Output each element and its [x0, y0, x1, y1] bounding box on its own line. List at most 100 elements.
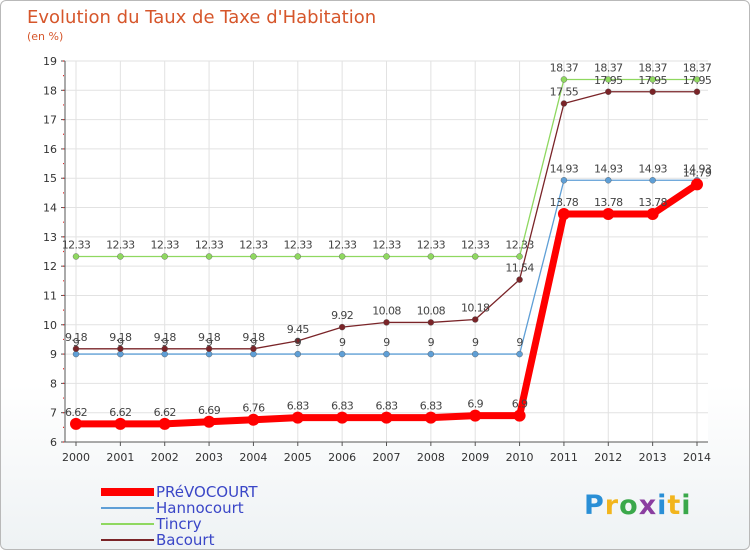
data-label-pr-vocourt: 13.78 [638, 196, 667, 209]
proxiti-logo: Proxiti [584, 490, 692, 521]
data-point-bacourt [649, 88, 656, 95]
y-tick-label: 11 [43, 289, 57, 302]
data-label-pr-vocourt: 6.9 [467, 398, 483, 411]
legend-label: PRéVOCOURT [156, 483, 258, 501]
data-point-bacourt [205, 345, 213, 353]
data-point-pr-vocourt [336, 411, 349, 424]
data-point-pr-vocourt [203, 415, 216, 428]
data-label-hannocourt: 9 [73, 336, 80, 349]
data-point-tincry [117, 253, 124, 260]
data-label-hannocourt: 9 [206, 336, 213, 349]
data-label-hannocourt: 14.93 [683, 162, 712, 175]
data-point-bacourt [516, 276, 523, 283]
data-point-bacourt [161, 345, 168, 353]
x-tick-label: 2004 [239, 451, 267, 464]
chart-subtitle: (en %) [27, 30, 64, 43]
data-label-bacourt: 17.95 [683, 74, 712, 87]
data-label-pr-vocourt: 6.9 [512, 398, 528, 411]
logo-letter: i [657, 490, 668, 521]
legend: PRéVOCOURT Hannocourt Tincry Bacourt [101, 483, 341, 549]
logo-letter: r [604, 490, 620, 521]
y-tick-label: 12 [43, 260, 57, 273]
data-point-hannocourt [294, 350, 301, 358]
data-point-pr-vocourt [513, 409, 526, 422]
y-tick-label: 18 [43, 84, 57, 97]
data-label-hannocourt: 9 [383, 336, 390, 349]
data-label-hannocourt: 9 [472, 336, 479, 349]
data-label-tincry: 12.33 [372, 238, 401, 251]
data-point-tincry [693, 76, 701, 83]
data-label-hannocourt: 9 [339, 336, 346, 349]
data-label-bacourt: 9.18 [65, 331, 88, 344]
logo-letter: x [638, 490, 658, 521]
data-point-pr-vocourt [380, 411, 393, 424]
legend-label: Bacourt [156, 531, 215, 549]
data-point-pr-vocourt [691, 178, 703, 191]
data-point-tincry [383, 253, 390, 260]
legend-label: Hannocourt [156, 499, 244, 517]
legend-item-hannocourt: Hannocourt [101, 499, 341, 517]
data-label-tincry: 12.33 [150, 238, 179, 251]
data-label-pr-vocourt: 6.76 [242, 402, 265, 415]
data-label-tincry: 12.33 [461, 238, 490, 251]
legend-swatch [101, 507, 154, 509]
logo-letter: t [667, 490, 682, 521]
logo-letter: P [584, 490, 605, 521]
data-label-tincry: 18.37 [594, 61, 623, 74]
logo-letter: i [681, 490, 692, 521]
data-point-hannocourt [649, 177, 656, 184]
legend-item-bacourt: Bacourt [101, 531, 341, 549]
x-tick-label: 2007 [373, 451, 401, 464]
data-label-bacourt: 17.95 [594, 74, 623, 87]
data-point-pr-vocourt [158, 417, 171, 430]
data-point-pr-vocourt [602, 207, 615, 220]
data-point-bacourt [338, 323, 346, 331]
y-tick-label: 17 [43, 114, 57, 127]
y-tick-label: 10 [43, 319, 57, 332]
data-label-bacourt: 9.18 [109, 331, 132, 344]
data-label-tincry: 12.33 [195, 238, 224, 251]
data-point-tincry [472, 253, 479, 260]
legend-swatch [101, 523, 154, 525]
data-point-tincry [72, 253, 80, 260]
data-label-bacourt: 11.54 [505, 262, 534, 275]
legend-item-pr-vocourt: PRéVOCOURT [101, 483, 341, 501]
data-point-pr-vocourt [114, 417, 127, 430]
y-tick-label: 7 [50, 407, 57, 420]
data-label-bacourt: 17.95 [638, 74, 667, 87]
data-label-bacourt: 9.45 [287, 323, 310, 336]
data-label-hannocourt: 9 [516, 336, 523, 349]
data-label-hannocourt: 14.93 [638, 162, 667, 175]
y-tick-label: 15 [43, 172, 57, 185]
data-label-tincry: 12.33 [284, 238, 313, 251]
data-point-bacourt [117, 345, 124, 353]
data-label-hannocourt: 14.93 [550, 162, 579, 175]
data-point-hannocourt [560, 177, 568, 184]
x-tick-label: 2013 [639, 451, 667, 464]
data-point-hannocourt [472, 350, 479, 358]
data-label-hannocourt: 9 [117, 336, 124, 349]
data-label-bacourt: 10.08 [417, 304, 446, 317]
chart-title: Evolution du Taux de Taxe d'Habitation [27, 7, 377, 28]
data-label-pr-vocourt: 13.78 [550, 196, 579, 209]
data-label-hannocourt: 14.93 [594, 162, 623, 175]
data-label-tincry: 12.33 [62, 238, 91, 251]
legend-item-tincry: Tincry [101, 515, 341, 533]
data-point-bacourt [693, 88, 701, 95]
data-label-bacourt: 9.18 [198, 331, 221, 344]
data-point-tincry [427, 253, 435, 260]
data-label-pr-vocourt: 6.62 [109, 406, 131, 419]
data-label-tincry: 18.37 [683, 61, 712, 74]
data-point-pr-vocourt [70, 417, 82, 430]
data-point-bacourt [294, 337, 301, 345]
data-point-pr-vocourt [646, 207, 659, 220]
data-label-tincry: 12.33 [106, 238, 135, 251]
data-label-bacourt: 10.18 [461, 301, 490, 314]
data-point-hannocourt [605, 177, 612, 184]
x-tick-label: 2009 [461, 451, 489, 464]
data-label-hannocourt: 9 [162, 336, 169, 349]
x-tick-label: 2003 [195, 451, 223, 464]
data-point-bacourt [427, 319, 435, 326]
